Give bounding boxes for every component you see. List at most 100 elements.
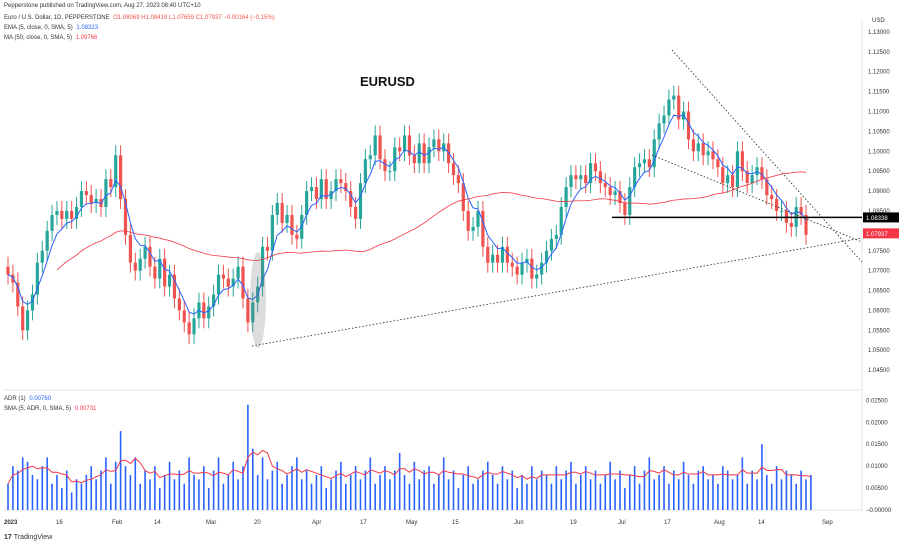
- candle-body: [525, 258, 529, 263]
- price-tag: [863, 228, 899, 239]
- symbol-line: Euro / U.S. Dollar, 1D, PEPPERSTONE O1.0…: [4, 15, 275, 21]
- adr-tick-label: 0.00500: [866, 486, 888, 492]
- candle-body: [520, 262, 524, 275]
- candle-body: [123, 199, 128, 235]
- candle-body: [701, 143, 705, 156]
- y-tick-label: 1.10000: [868, 149, 890, 155]
- candle-body: [334, 179, 338, 192]
- candle-body: [432, 139, 436, 148]
- candle-body: [119, 155, 123, 200]
- candle-body: [574, 175, 578, 180]
- candle-body: [647, 159, 651, 168]
- sma-label: SMA (5, ADR, 0, SMA, 5): [4, 406, 72, 412]
- candle-body: [535, 274, 539, 279]
- ma-legend[interactable]: MA (50, close, 0, SMA, 5) 1.09766: [4, 35, 97, 41]
- candle-body: [358, 183, 363, 219]
- x-tick-label: 17: [664, 520, 671, 526]
- adr-label: ADR (1): [4, 396, 26, 402]
- candle-body: [202, 302, 206, 319]
- candle-body: [280, 203, 284, 223]
- ema-legend[interactable]: EMA (5, close, 0, SMA, 5) 1.08323: [4, 25, 98, 31]
- symbol-name: Euro / U.S. Dollar, 1D, PEPPERSTONE: [4, 15, 110, 21]
- candle-body: [11, 274, 15, 283]
- candle-body: [344, 183, 348, 192]
- x-tick-label: Jul: [618, 520, 626, 526]
- candle-body: [148, 246, 152, 267]
- tradingview-logo[interactable]: 17 TradingView: [4, 534, 53, 541]
- x-tick-label: 17: [360, 520, 367, 526]
- candle-body: [584, 175, 588, 184]
- candle-body: [398, 147, 402, 152]
- candle-body: [368, 155, 372, 160]
- candle-body: [633, 167, 637, 188]
- candle-body: [231, 278, 235, 287]
- sma-legend[interactable]: SMA (5, ADR, 0, SMA, 5) 0.00731: [4, 406, 96, 412]
- candle-body: [339, 179, 343, 184]
- candle-body: [495, 254, 500, 263]
- candle-body: [799, 206, 803, 215]
- candle-body: [45, 230, 49, 251]
- candle-body: [691, 139, 695, 152]
- candle-body: [109, 179, 113, 188]
- candle-body: [662, 115, 666, 124]
- candle-body: [564, 187, 568, 207]
- tv-icon: 17: [4, 534, 14, 541]
- candle-body: [657, 123, 661, 140]
- candle-body: [133, 262, 137, 271]
- candle-body: [750, 175, 754, 184]
- candle-body: [779, 210, 784, 212]
- candle-body: [94, 199, 98, 204]
- candle-body: [50, 214, 54, 231]
- candle-body: [187, 322, 191, 335]
- x-tick-label: Jun: [514, 520, 524, 526]
- candle-body: [628, 187, 632, 215]
- candle-body: [158, 258, 162, 279]
- candle-body: [226, 278, 230, 287]
- candle-body: [104, 179, 108, 207]
- candle-body: [143, 246, 147, 259]
- candle-body: [481, 210, 485, 247]
- candle-body: [461, 183, 465, 211]
- candle-body: [74, 206, 79, 219]
- candle-body: [128, 234, 132, 263]
- candle-body: [324, 179, 328, 200]
- candle-body: [613, 191, 617, 196]
- x-tick-label: Aug: [714, 520, 725, 526]
- candle-body: [363, 159, 367, 184]
- candle-body: [163, 258, 167, 287]
- x-tick-label: 16: [56, 520, 63, 526]
- candle-body: [618, 191, 622, 204]
- x-tick-label: Apr: [312, 520, 321, 526]
- candle-body: [402, 135, 407, 152]
- candle-body: [637, 163, 642, 168]
- candle-body: [515, 266, 519, 275]
- y-tick-label: 1.05000: [868, 348, 890, 354]
- adr-tick-label: 0.02500: [866, 398, 888, 404]
- candle-body: [745, 171, 749, 184]
- x-tick-label: 14: [154, 520, 161, 526]
- y-tick-label: 1.13000: [868, 30, 890, 36]
- candle-body: [236, 266, 240, 279]
- candle-body: [417, 143, 421, 164]
- candle-body: [314, 187, 319, 200]
- candle-body: [789, 222, 793, 227]
- sma-value: 0.00731: [74, 406, 97, 412]
- candle-body: [295, 234, 299, 239]
- candle-body: [672, 95, 676, 100]
- adr-legend[interactable]: ADR (1) 0.00760: [4, 396, 51, 402]
- currency-label: USD: [872, 18, 885, 24]
- ma-value: 1.09766: [75, 35, 98, 41]
- candle-body: [177, 298, 181, 311]
- ema-line: [7, 114, 807, 315]
- y-tick-label: 1.12500: [868, 50, 890, 56]
- candle-body: [305, 191, 309, 215]
- candle-body: [652, 139, 656, 168]
- candle-body: [309, 187, 314, 192]
- candle-body: [623, 203, 627, 215]
- ma-label: MA (50, close, 0, SMA, 5): [4, 35, 73, 41]
- candle-body: [711, 151, 715, 160]
- candle-body: [451, 163, 456, 176]
- candle-body: [114, 155, 118, 188]
- candle-body: [79, 191, 84, 207]
